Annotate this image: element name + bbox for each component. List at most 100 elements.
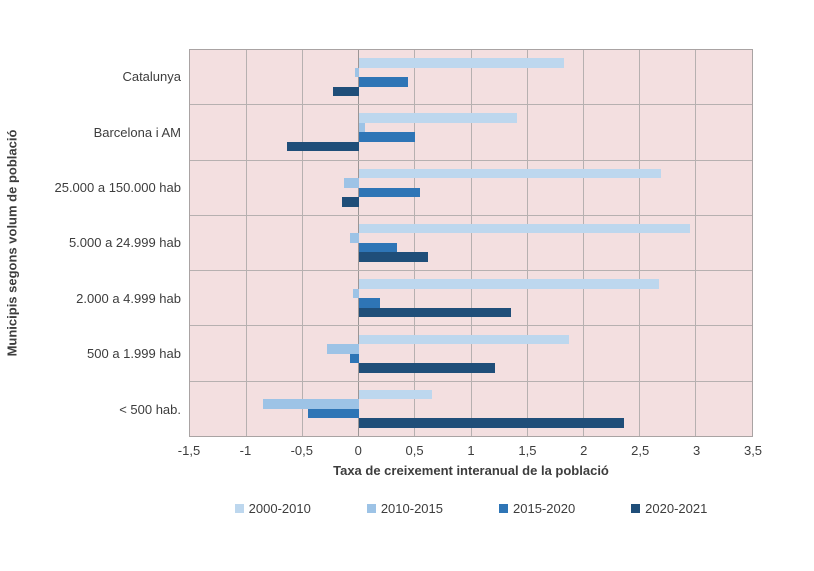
category-row — [190, 161, 752, 216]
bar-track — [190, 242, 752, 253]
bar-track — [190, 178, 752, 188]
legend-item: 2015-2020 — [499, 501, 575, 516]
bar-2010-2015 — [358, 122, 366, 133]
category-row — [190, 216, 752, 272]
bar-2000-2010 — [358, 58, 565, 68]
bar-2020-2021 — [341, 197, 359, 207]
bar-track — [190, 141, 752, 152]
legend-swatch — [366, 504, 376, 513]
bar-track — [190, 168, 752, 179]
x-tick-label: 3,5 — [743, 443, 763, 458]
bar-track — [190, 334, 752, 345]
x-tick-label: 0 — [354, 443, 362, 458]
bar-2020-2021 — [358, 363, 495, 373]
legend-swatch — [234, 504, 244, 513]
bar-track — [190, 389, 752, 400]
bar-2010-2015 — [343, 178, 359, 188]
category-row — [190, 105, 752, 161]
vertical-gridline — [695, 50, 697, 436]
bar-2020-2021 — [358, 252, 429, 262]
bar-2010-2015 — [349, 233, 359, 243]
bar-track — [190, 58, 752, 68]
bar-track — [190, 86, 752, 97]
bar-track — [190, 187, 752, 198]
category-row — [190, 382, 752, 436]
x-tick-label: 3 — [692, 443, 701, 458]
category-label: 25.000 a 150.000 hab — [54, 180, 181, 196]
bar-2015-2020 — [349, 353, 359, 364]
bar-2010-2015 — [327, 344, 359, 354]
vertical-gridline — [414, 50, 416, 436]
vertical-gridline — [639, 50, 641, 436]
bar-2015-2020 — [358, 77, 409, 87]
category-label: 2.000 a 4.999 hab — [76, 290, 181, 306]
vertical-gridline — [245, 50, 247, 436]
vertical-gridline — [582, 50, 584, 436]
x-axis-ticks: -1,5 -1 -0,5 0 0,5 1 1,5 2 2,5 3 3,5 — [178, 443, 762, 459]
legend-label: 2015-2020 — [513, 501, 576, 516]
legend-item: 2010-2015 — [366, 501, 443, 516]
bar-2015-2020 — [358, 298, 380, 308]
bar-track — [190, 408, 752, 419]
legend: 2000-2010 2010-2015 2015-2020 2020-2021 — [189, 501, 753, 516]
bar-track — [190, 298, 752, 308]
legend-label: 2000-2010 — [248, 501, 311, 516]
category-row — [190, 326, 752, 382]
bar-2020-2021 — [358, 418, 624, 428]
bar-2020-2021 — [332, 86, 359, 97]
category-label: 500 a 1.999 hab — [87, 346, 181, 362]
bar-track — [190, 288, 752, 299]
bar-track — [190, 307, 752, 318]
category-label: < 500 hab. — [119, 401, 181, 417]
legend-swatch — [499, 504, 508, 513]
legend-item: 2000-2010 — [234, 501, 311, 516]
bar-track — [190, 399, 752, 409]
x-tick-label: -0,5 — [290, 443, 313, 458]
bar-2000-2010 — [358, 334, 569, 345]
x-tick-label: 2,5 — [631, 443, 650, 458]
bar-track — [190, 252, 752, 262]
bar-2000-2010 — [358, 223, 691, 234]
bar-2015-2020 — [358, 187, 421, 198]
bar-2000-2010 — [358, 389, 432, 400]
category-row — [190, 50, 752, 106]
category-label: Barcelona i AM — [93, 124, 181, 140]
bar-track — [190, 223, 752, 234]
bar-2010-2015 — [355, 67, 359, 78]
bar-track — [190, 363, 752, 373]
bar-2000-2010 — [358, 279, 659, 289]
x-axis-title: Taxa de creixement interanual de la pobl… — [333, 463, 609, 478]
bar-track — [190, 353, 752, 364]
x-tick-label: 1,5 — [518, 443, 537, 458]
x-tick-label: 1 — [467, 443, 475, 458]
vertical-gridline — [301, 50, 303, 436]
bar-track — [190, 122, 752, 133]
category-row — [190, 271, 752, 327]
x-tick-label: -1 — [239, 443, 252, 458]
x-tick-label: 2 — [580, 443, 588, 458]
bar-2015-2020 — [358, 132, 415, 142]
bar-2015-2020 — [308, 408, 359, 419]
bar-track — [190, 77, 752, 87]
bar-2020-2021 — [358, 307, 512, 318]
bar-2010-2015 — [263, 399, 359, 409]
bar-track — [190, 344, 752, 354]
vertical-gridline — [526, 50, 528, 436]
vertical-gridline — [470, 50, 472, 436]
x-tick-label: 0,5 — [405, 443, 424, 458]
category-label: 5.000 a 24.999 hab — [68, 235, 181, 251]
bar-2000-2010 — [358, 113, 518, 123]
bar-track — [190, 132, 752, 142]
legend-swatch — [631, 504, 641, 513]
bar-track — [190, 197, 752, 207]
bar-track — [190, 233, 752, 243]
bar-2015-2020 — [358, 242, 397, 253]
plot-area — [189, 49, 753, 437]
bar-2020-2021 — [286, 141, 359, 152]
legend-label: 2010-2015 — [380, 501, 443, 516]
bar-track — [190, 418, 752, 428]
bar-track — [190, 67, 752, 78]
bar-2010-2015 — [352, 288, 359, 299]
legend-item: 2020-2021 — [631, 501, 707, 516]
bar-2000-2010 — [358, 168, 661, 179]
